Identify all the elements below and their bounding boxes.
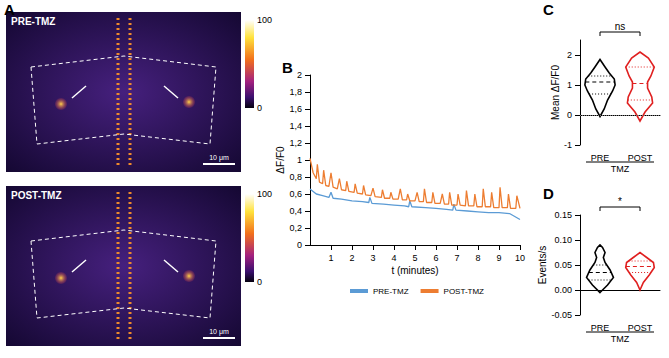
svg-text:2: 2 [567,50,572,60]
svg-text:D: D [543,185,554,202]
svg-text:t (minutes): t (minutes) [391,265,438,276]
svg-text:0,2: 0,2 [289,223,302,233]
svg-text:1: 1 [297,155,302,165]
svg-text:10 μm: 10 μm [209,328,229,336]
svg-text:1,4: 1,4 [289,121,302,131]
svg-text:Mean ΔF/F0: Mean ΔF/F0 [550,65,561,120]
svg-text:0.00: 0.00 [554,285,572,295]
svg-text:1,2: 1,2 [289,138,302,148]
svg-text:4: 4 [391,253,396,263]
svg-text:10: 10 [515,253,525,263]
svg-text:ns: ns [615,21,626,32]
svg-text:5: 5 [412,253,417,263]
svg-text:PRE: PRE [591,153,610,163]
svg-text:100: 100 [257,189,272,199]
svg-text:Events/s: Events/s [537,246,548,284]
svg-text:0.05: 0.05 [554,260,572,270]
svg-text:C: C [543,1,554,18]
svg-text:ΔF/F0: ΔF/F0 [275,146,286,174]
svg-text:-0.05: -0.05 [551,310,572,320]
svg-text:PRE: PRE [591,323,610,333]
svg-text:A: A [4,1,15,18]
svg-text:3: 3 [370,253,375,263]
svg-text:1,8: 1,8 [289,87,302,97]
svg-text:0.10: 0.10 [554,235,572,245]
svg-text:TMZ: TMZ [611,164,630,174]
svg-text:POST-TMZ: POST-TMZ [11,190,62,201]
svg-text:7: 7 [454,253,459,263]
svg-text:PRE-TMZ: PRE-TMZ [373,287,409,296]
svg-text:8: 8 [475,253,480,263]
svg-text:POST-TMZ: POST-TMZ [444,287,485,296]
svg-text:*: * [618,196,622,207]
svg-text:0,4: 0,4 [289,206,302,216]
svg-text:100: 100 [257,15,272,25]
svg-text:0,8: 0,8 [289,172,302,182]
svg-text:10 μm: 10 μm [209,154,229,162]
svg-text:6: 6 [433,253,438,263]
svg-text:0: 0 [567,110,572,120]
svg-text:9: 9 [496,253,501,263]
svg-text:1: 1 [567,80,572,90]
svg-text:0: 0 [257,103,262,113]
svg-text:0.15: 0.15 [554,210,572,220]
svg-text:POST: POST [628,323,653,333]
svg-text:1,6: 1,6 [289,104,302,114]
svg-text:1: 1 [328,253,333,263]
svg-text:TMZ: TMZ [611,334,630,344]
svg-text:POST: POST [628,153,653,163]
svg-text:0,6: 0,6 [289,189,302,199]
svg-text:0: 0 [297,240,302,250]
svg-text:0: 0 [257,277,262,287]
svg-text:2: 2 [349,253,354,263]
svg-text:-1: -1 [564,140,572,150]
svg-text:2: 2 [297,70,302,80]
svg-text:PRE-TMZ: PRE-TMZ [11,16,55,27]
svg-text:B: B [282,59,293,76]
